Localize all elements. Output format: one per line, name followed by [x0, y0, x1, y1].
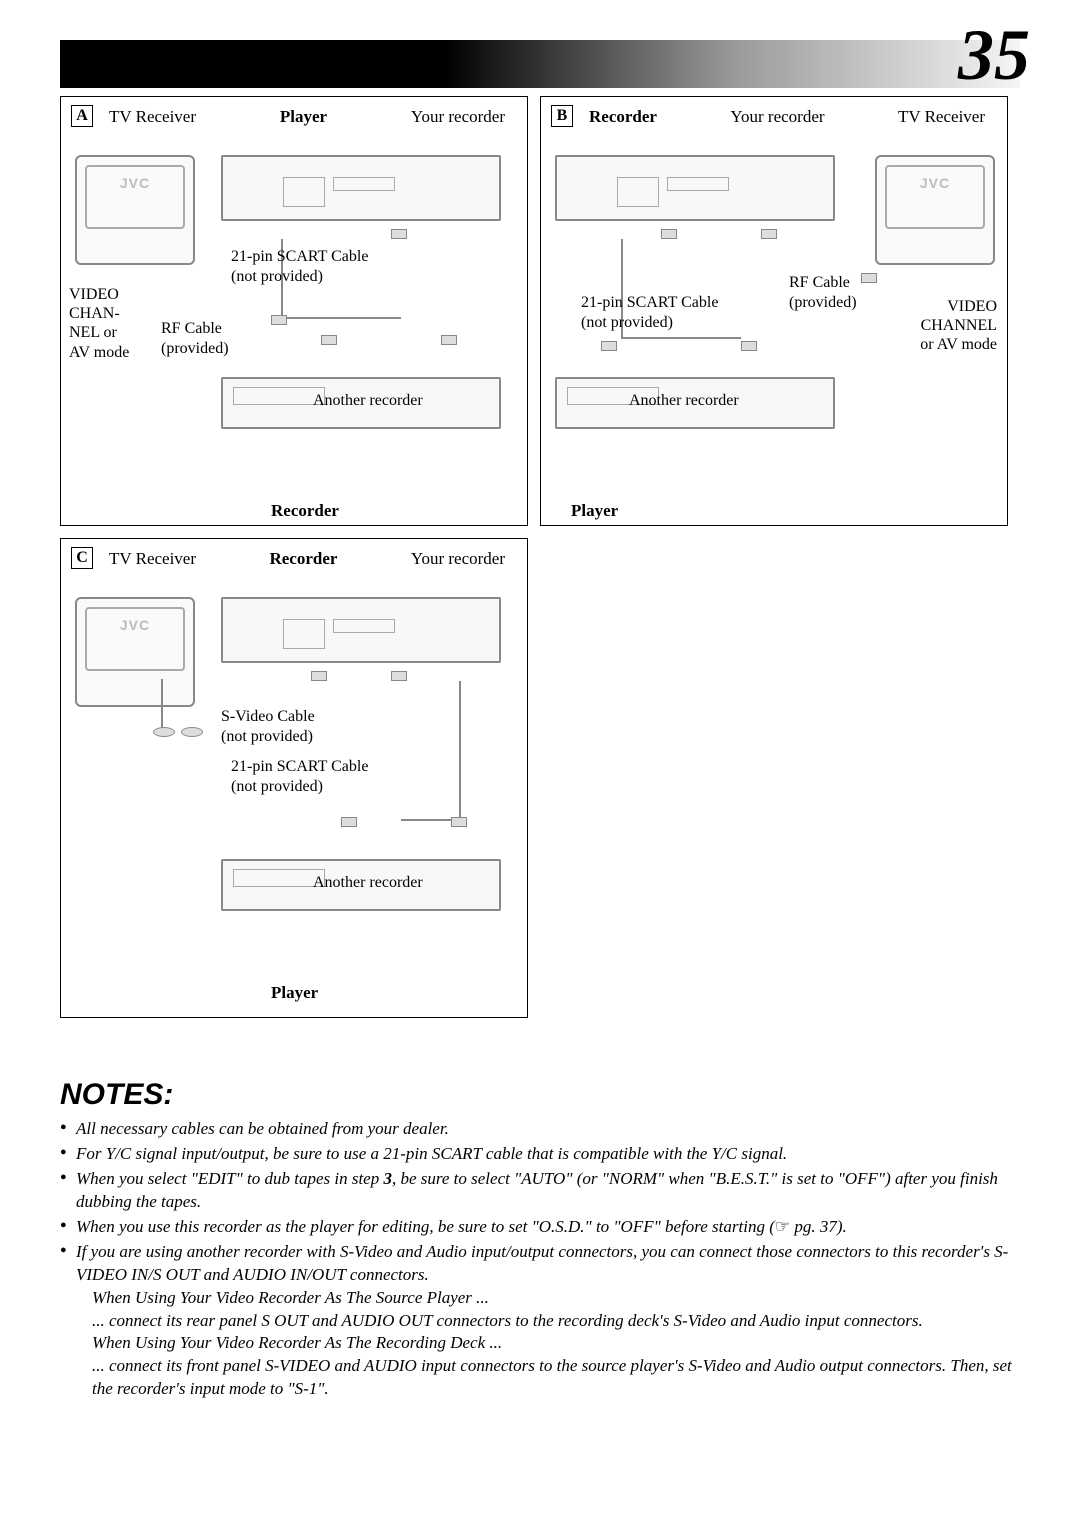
rf-a2: (provided): [161, 339, 229, 358]
vcr-top-icon: [221, 155, 501, 221]
label-tv: TV Receiver: [109, 107, 196, 127]
diagram-a-letter: A: [71, 105, 93, 127]
video-mode-b: VIDEO CHANNEL or AV mode: [905, 297, 997, 355]
tv-brand-c: JVC: [77, 617, 193, 633]
note-subline: ... connect its rear panel S OUT and AUD…: [92, 1310, 1020, 1333]
svideo-c2: (not provided): [221, 727, 313, 746]
rf-a1: RF Cable: [161, 319, 222, 338]
svideo-plug-icon: [181, 727, 203, 737]
label-your-recorder: Your recorder: [411, 107, 505, 127]
header-gradient-bar: 35: [60, 40, 1020, 88]
notes-list: All necessary cables can be obtained fro…: [60, 1118, 1020, 1401]
note-sublines: When Using Your Video Recorder As The So…: [76, 1287, 1020, 1402]
diagram-c: C TV Receiver Recorder Your recorder JVC…: [60, 538, 528, 1018]
diagram-b-letter: B: [551, 105, 573, 127]
note-item: If you are using another recorder with S…: [60, 1241, 1020, 1402]
note-text: For Y/C signal input/output, be sure to …: [76, 1144, 787, 1163]
vcr-top-b-icon: [555, 155, 835, 221]
scart-b1: 21-pin SCART Cable: [581, 293, 718, 312]
scart-c1: 21-pin SCART Cable: [231, 757, 368, 776]
diagram-c-letter: C: [71, 547, 93, 569]
label-recorder-c: Recorder: [269, 549, 337, 569]
note-item: When you use this recorder as the player…: [60, 1216, 1020, 1239]
rf-b1: RF Cable: [789, 273, 850, 292]
note-subline: When Using Your Video Recorder As The Re…: [92, 1332, 1020, 1355]
note-item: All necessary cables can be obtained fro…: [60, 1118, 1020, 1141]
connector-icon: [761, 229, 777, 239]
note-text: If you are using another recorder with S…: [76, 1242, 1008, 1284]
note-text: When you select "EDIT" to dub tapes in s…: [76, 1169, 383, 1188]
note-item: When you select "EDIT" to dub tapes in s…: [60, 1168, 1020, 1214]
note-subline: ... connect its front panel S-VIDEO and …: [92, 1355, 1020, 1401]
bottom-role-b: Player: [571, 501, 618, 521]
connector-icon: [741, 341, 757, 351]
note-item: For Y/C signal input/output, be sure to …: [60, 1143, 1020, 1166]
vm-b1: VIDEO: [905, 297, 997, 316]
diagram-a: A TV Receiver Player Your recorder JVC 2…: [60, 96, 528, 526]
tv-b-icon: JVC: [875, 155, 995, 265]
note-text: All necessary cables can be obtained fro…: [76, 1119, 449, 1138]
tv-icon: JVC: [75, 155, 195, 265]
connector-icon: [341, 817, 357, 827]
diagram-area: A TV Receiver Player Your recorder JVC 2…: [60, 96, 1020, 1018]
diagram-b: B Recorder Your recorder TV Receiver JVC…: [540, 96, 1008, 526]
connector-icon: [391, 229, 407, 239]
note-text: ).: [837, 1217, 847, 1236]
connector-icon: [661, 229, 677, 239]
vm-a4: AV mode: [69, 343, 129, 362]
connector-icon: [271, 315, 287, 325]
scart-label-a1: 21-pin SCART Cable: [231, 247, 368, 266]
label-tv-c: TV Receiver: [109, 549, 196, 569]
step-ref: 3: [383, 1169, 392, 1188]
notes-heading: NOTES:: [60, 1078, 1020, 1112]
rf-b2: (provided): [789, 293, 857, 312]
vm-a1: VIDEO: [69, 285, 129, 304]
svideo-c1: S-Video Cable: [221, 707, 315, 726]
diagram-a-top-labels: TV Receiver Player Your recorder: [73, 107, 515, 133]
label-your-recorder-b: Your recorder: [730, 107, 824, 127]
vm-b3: or AV mode: [905, 335, 997, 354]
label-your-recorder-c: Your recorder: [411, 549, 505, 569]
page-ref: pg. 37: [775, 1217, 837, 1236]
another-b: Another recorder: [629, 391, 739, 410]
label-player: Player: [280, 107, 327, 127]
connector-icon: [391, 671, 407, 681]
vm-a3: NEL or: [69, 323, 129, 342]
label-recorder: Recorder: [589, 107, 657, 127]
connector-icon: [321, 335, 337, 345]
tv-brand-b: JVC: [877, 175, 993, 191]
vcr-top-c-icon: [221, 597, 501, 663]
vm-a2: CHAN-: [69, 304, 129, 323]
page-number: 35: [958, 14, 1030, 97]
vm-b2: CHANNEL: [905, 316, 997, 335]
connector-icon: [441, 335, 457, 345]
note-subline: When Using Your Video Recorder As The So…: [92, 1287, 1020, 1310]
note-text: When you use this recorder as the player…: [76, 1217, 775, 1236]
connector-icon: [861, 273, 877, 283]
bottom-role-c: Player: [271, 983, 318, 1003]
bottom-role-a: Recorder: [271, 501, 339, 521]
diagram-b-top-labels: Recorder Your recorder TV Receiver: [553, 107, 995, 133]
video-mode-a: VIDEO CHAN- NEL or AV mode: [69, 285, 129, 362]
label-tv-b: TV Receiver: [898, 107, 985, 127]
diagram-c-top-labels: TV Receiver Recorder Your recorder: [73, 549, 515, 575]
svideo-plug-icon: [153, 727, 175, 737]
connector-icon: [601, 341, 617, 351]
tv-brand: JVC: [77, 175, 193, 191]
another-c: Another recorder: [313, 873, 423, 892]
scart-label-a2: (not provided): [231, 267, 323, 286]
another-a: Another recorder: [313, 391, 423, 410]
connector-icon: [451, 817, 467, 827]
scart-b2: (not provided): [581, 313, 673, 332]
cable-arc-c-icon: [401, 681, 461, 821]
scart-c2: (not provided): [231, 777, 323, 796]
